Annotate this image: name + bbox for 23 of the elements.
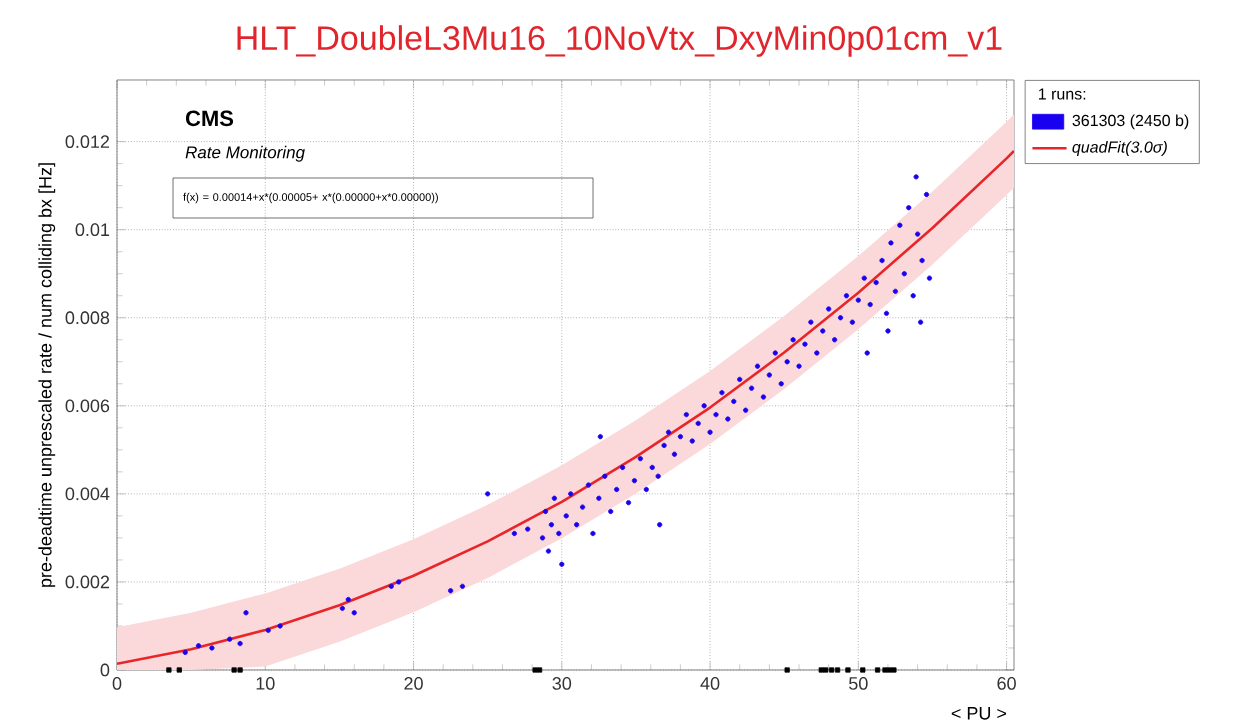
y-tick-label: 0.006 — [65, 399, 110, 413]
x-tick-label: 0 — [112, 677, 122, 690]
x-axis-title: < PU > — [951, 707, 1007, 720]
legend-label: quadFit(3.0σ) — [1072, 140, 1167, 156]
annotation: f(x) = 0.00014+x*(0.00005+ x*(0.00000+x*0.00000)) — [183, 192, 438, 204]
x-tick-label: 30 — [552, 677, 572, 690]
x-tick-label: 60 — [997, 677, 1016, 690]
annotation: Rate Monitoring — [185, 145, 305, 162]
x-tick-label: 10 — [256, 677, 275, 690]
legend-label: 361303 (2450 b) — [1072, 114, 1189, 130]
y-tick-label: 0.004 — [65, 487, 110, 501]
y-axis-title: pre-deadtime unprescaled rate / num colliding bx [Hz] — [38, 163, 56, 587]
y-tick-label: 0 — [100, 663, 110, 677]
y-tick-label: 0.008 — [65, 311, 110, 325]
y-tick-label: 0.002 — [65, 575, 110, 589]
y-tick-label: 0.012 — [65, 135, 110, 149]
x-tick-label: 40 — [700, 677, 720, 690]
x-tick-label: 50 — [849, 677, 868, 690]
x-tick-label: 20 — [404, 677, 423, 690]
y-tick-label: 0.01 — [75, 223, 110, 237]
chart-title: HLT_DoubleL3Mu16_10NoVtx_DxyMin0p01cm_v1 — [237, 25, 1002, 57]
legend-title: 1 runs: — [1038, 88, 1086, 100]
annotation: CMS — [185, 110, 234, 127]
